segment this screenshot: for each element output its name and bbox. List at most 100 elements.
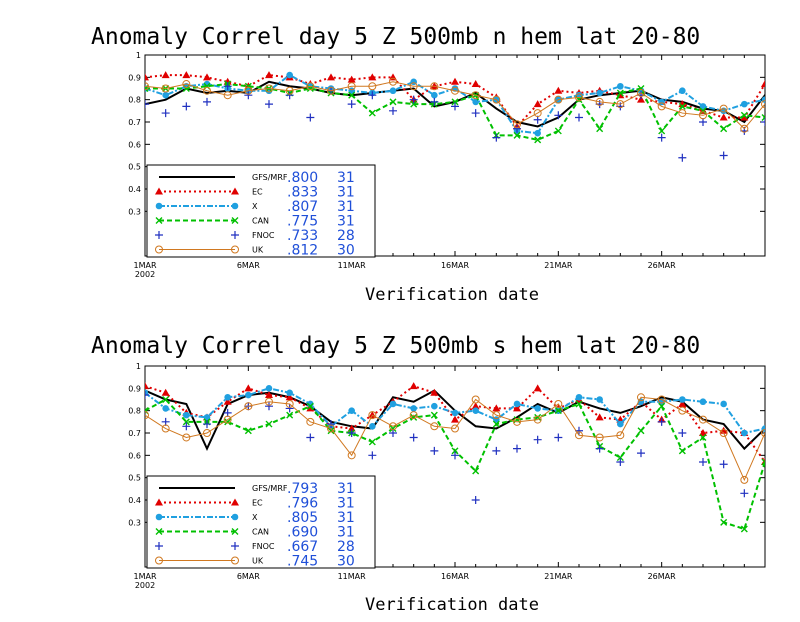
legend-count: 31 xyxy=(337,185,355,201)
data-point xyxy=(575,431,583,440)
data-point xyxy=(554,433,563,442)
data-point xyxy=(410,100,418,108)
x-tick-label: 21MAR xyxy=(544,572,573,581)
legend-marker xyxy=(155,498,163,506)
data-point xyxy=(657,395,666,404)
data-point xyxy=(347,75,356,83)
data-point xyxy=(182,418,190,426)
data-point xyxy=(347,424,356,432)
series-ec xyxy=(145,71,765,130)
data-point xyxy=(451,86,459,95)
data-point xyxy=(306,113,315,122)
data-point xyxy=(533,415,542,424)
legend-marker xyxy=(155,513,163,521)
legend-score: .793 xyxy=(287,481,318,497)
data-point xyxy=(327,420,335,429)
legend-name: GFS/MRF xyxy=(252,484,288,493)
x-tick-label: 1MAR xyxy=(133,572,156,581)
data-point xyxy=(492,420,500,428)
data-point xyxy=(389,425,397,433)
data-point xyxy=(161,388,170,396)
data-point xyxy=(182,102,191,111)
legend-marker xyxy=(155,542,163,550)
legend-score: .812 xyxy=(287,243,318,259)
data-point xyxy=(596,89,603,97)
data-point xyxy=(161,424,170,433)
chart-title: Anomaly Correl day 5 Z 500mb s hem lat 2… xyxy=(91,333,700,359)
legend-entry: X .805 31 xyxy=(155,510,355,526)
data-point xyxy=(348,91,356,99)
data-point xyxy=(678,109,687,118)
data-point xyxy=(554,95,563,104)
legend-marker xyxy=(231,217,239,224)
data-point xyxy=(306,433,315,442)
series-fnoc xyxy=(145,391,749,504)
data-point xyxy=(616,454,624,462)
data-point xyxy=(265,397,273,406)
data-point xyxy=(616,89,624,97)
legend-score: .667 xyxy=(287,539,318,555)
data-point xyxy=(534,405,541,412)
data-point xyxy=(783,99,789,105)
data-point xyxy=(451,451,459,460)
data-point xyxy=(678,100,687,108)
data-point xyxy=(244,86,253,95)
data-point xyxy=(145,382,149,390)
data-point xyxy=(679,87,686,95)
x-tick-label: 6MAR xyxy=(237,261,260,270)
data-point xyxy=(162,405,169,412)
legend-count: 31 xyxy=(337,199,355,215)
data-point xyxy=(678,447,686,455)
data-point xyxy=(740,525,748,533)
legend-entry: UK .812 30 xyxy=(155,243,355,259)
legend-count: 28 xyxy=(337,228,355,244)
x-tick-label: 16MAR xyxy=(441,572,470,581)
data-point xyxy=(596,125,604,133)
data-point xyxy=(389,87,397,95)
data-point xyxy=(492,404,501,412)
data-point xyxy=(595,413,604,421)
data-point xyxy=(327,73,335,81)
data-point xyxy=(409,433,418,442)
data-point xyxy=(657,102,666,111)
data-point xyxy=(223,397,232,405)
data-point xyxy=(306,417,315,426)
data-point xyxy=(430,411,438,419)
series-uk xyxy=(145,77,789,133)
data-point xyxy=(182,433,191,442)
data-point xyxy=(595,433,604,442)
data-point xyxy=(145,391,149,400)
data-point xyxy=(451,77,459,85)
data-point xyxy=(265,420,273,428)
data-point xyxy=(410,405,417,412)
legend-name: X xyxy=(252,513,258,522)
plot-area xyxy=(145,71,789,162)
y-tick-label: 0.7 xyxy=(128,118,141,127)
y-tick-label: 0.4 xyxy=(128,496,141,505)
data-point xyxy=(368,82,377,91)
data-point xyxy=(761,114,765,122)
data-point xyxy=(182,80,191,89)
legend-count: 30 xyxy=(337,243,355,259)
legend-name: EC xyxy=(252,499,263,508)
legend-marker xyxy=(231,498,239,506)
data-point xyxy=(389,77,397,86)
legend-marker xyxy=(231,513,239,521)
data-point xyxy=(430,422,439,431)
data-point xyxy=(347,451,356,460)
data-point xyxy=(575,93,583,102)
legend-score: .690 xyxy=(287,525,318,541)
data-point xyxy=(369,423,376,430)
data-point xyxy=(451,409,459,417)
y-tick-label: 0.8 xyxy=(128,96,141,105)
data-point xyxy=(430,446,439,455)
data-point xyxy=(741,100,748,108)
legend-name: CAN xyxy=(252,528,269,537)
data-point xyxy=(451,415,459,423)
data-point xyxy=(223,415,232,424)
data-point xyxy=(740,111,748,119)
data-point xyxy=(224,393,231,401)
data-point xyxy=(782,107,789,114)
legend-score: .833 xyxy=(287,185,318,201)
